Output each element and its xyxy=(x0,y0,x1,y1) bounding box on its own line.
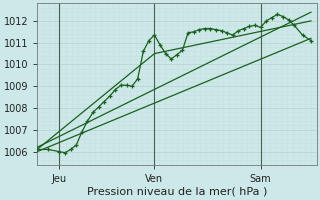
X-axis label: Pression niveau de la mer( hPa ): Pression niveau de la mer( hPa ) xyxy=(87,187,267,197)
